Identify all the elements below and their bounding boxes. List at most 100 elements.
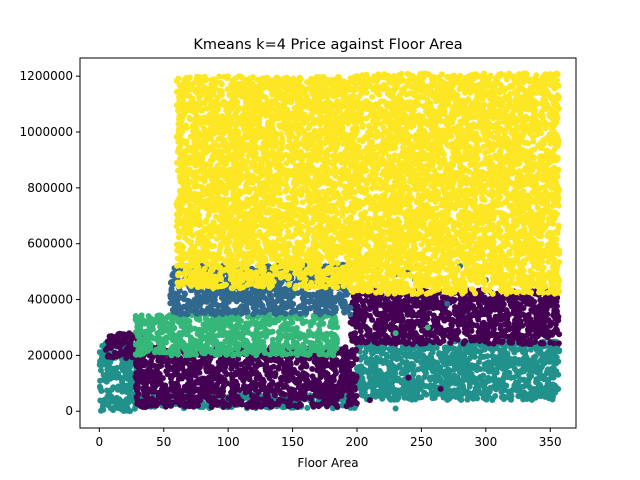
- data-point: [452, 362, 459, 369]
- data-point: [114, 384, 121, 391]
- data-point: [412, 297, 419, 304]
- data-point: [372, 393, 379, 400]
- data-point: [456, 385, 462, 392]
- data-point: [359, 388, 366, 395]
- data-point: [223, 361, 230, 368]
- data-point: [243, 402, 250, 408]
- data-point: [504, 322, 511, 328]
- data-point: [314, 362, 321, 369]
- data-point: [200, 321, 207, 328]
- data-point: [551, 349, 558, 356]
- data-point: [231, 360, 238, 367]
- data-point: [126, 393, 133, 399]
- data-point: [243, 351, 250, 358]
- data-point: [217, 328, 224, 335]
- data-point: [330, 337, 337, 344]
- data-point: [134, 363, 141, 370]
- data-point: [280, 348, 287, 355]
- data-point: [477, 303, 483, 310]
- data-point: [156, 363, 163, 370]
- data-point: [168, 384, 175, 391]
- data-point: [317, 347, 324, 354]
- data-point: [404, 311, 411, 318]
- data-point: [275, 364, 282, 371]
- data-point: [373, 372, 380, 379]
- data-point: [419, 339, 426, 345]
- data-point: [143, 374, 150, 381]
- data-point: [264, 387, 271, 394]
- data-point: [366, 327, 373, 334]
- data-point: [191, 394, 198, 401]
- data-point: [358, 323, 365, 330]
- data-point: [537, 340, 544, 347]
- data-point: [391, 394, 398, 401]
- data-point: [489, 296, 496, 302]
- data-point: [322, 344, 329, 350]
- data-point: [326, 348, 333, 355]
- data-point: [379, 357, 385, 364]
- data-point: [322, 359, 329, 366]
- data-point: [100, 406, 107, 413]
- data-point: [317, 340, 324, 347]
- data-point: [264, 315, 271, 322]
- data-point: [550, 357, 556, 364]
- data-point: [492, 393, 499, 399]
- data-point: [454, 328, 461, 335]
- data-point: [338, 384, 345, 390]
- data-point: [112, 333, 119, 340]
- data-point: [144, 391, 151, 398]
- data-point: [133, 370, 140, 377]
- data-point: [534, 304, 541, 311]
- data-point: [486, 313, 492, 320]
- data-point: [119, 378, 126, 385]
- data-point: [190, 388, 197, 395]
- data-point: [436, 367, 443, 374]
- data-point: [382, 296, 389, 303]
- data-points: [96, 70, 563, 415]
- data-point: [509, 325, 516, 332]
- data-point: [264, 371, 271, 378]
- data-point: [455, 322, 462, 328]
- data-point: [495, 303, 502, 310]
- data-point: [461, 353, 468, 360]
- data-point: [111, 396, 118, 402]
- data-point: [403, 361, 410, 368]
- data-point: [459, 369, 466, 376]
- data-point: [500, 396, 507, 403]
- data-point: [137, 340, 144, 346]
- data-point: [427, 376, 434, 383]
- data-point: [168, 402, 175, 409]
- data-point: [157, 323, 164, 330]
- data-point: [234, 330, 241, 337]
- data-point: [461, 325, 468, 332]
- data-point: [258, 403, 265, 410]
- data-point: [545, 317, 552, 324]
- data-point: [527, 384, 533, 391]
- data-point: [547, 339, 554, 346]
- data-point: [424, 324, 431, 331]
- data-point: [436, 351, 443, 358]
- data-point: [137, 326, 144, 333]
- data-point: [110, 405, 116, 412]
- data-point: [104, 366, 111, 373]
- data-point: [481, 384, 488, 391]
- data-point: [390, 368, 397, 375]
- data-point: [372, 358, 378, 365]
- data-point: [315, 403, 322, 410]
- data-point: [255, 396, 262, 403]
- data-point: [285, 362, 292, 369]
- data-point: [296, 383, 303, 390]
- data-point: [358, 333, 365, 340]
- data-point: [174, 347, 181, 354]
- data-point: [412, 330, 419, 336]
- data-point: [101, 396, 108, 403]
- data-point: [176, 372, 183, 379]
- data-point: [527, 390, 534, 397]
- data-point: [392, 330, 399, 337]
- data-point: [498, 332, 505, 339]
- data-point: [182, 384, 189, 390]
- data-point: [299, 374, 306, 381]
- data-point: [323, 400, 330, 407]
- data-point: [274, 341, 281, 348]
- data-point: [405, 374, 412, 381]
